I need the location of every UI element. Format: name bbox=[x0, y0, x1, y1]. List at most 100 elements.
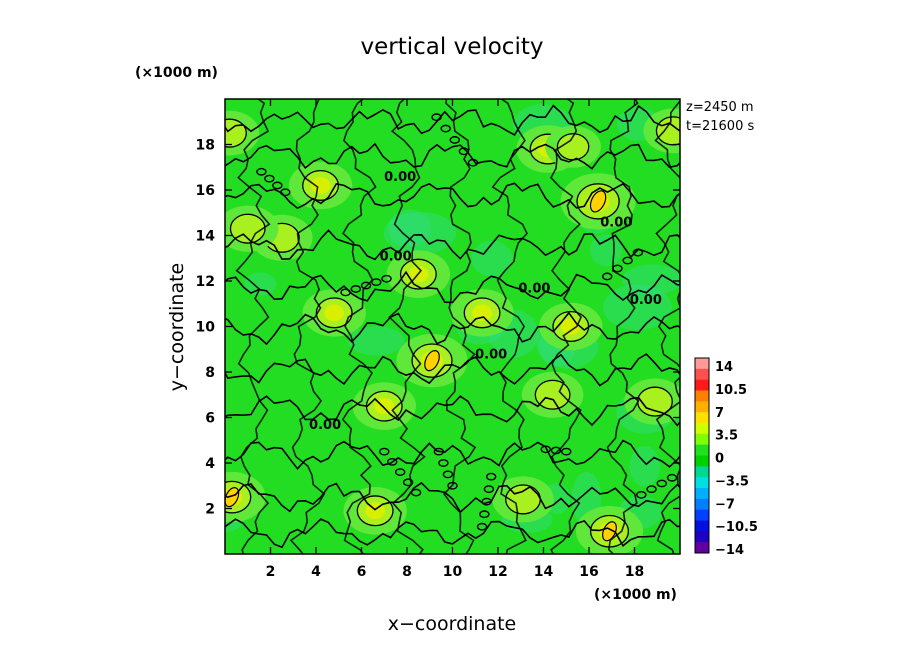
colorbar-swatch bbox=[695, 444, 709, 456]
updraft-feature bbox=[539, 302, 603, 351]
contour-loop bbox=[433, 447, 445, 456]
zero-contour bbox=[225, 518, 680, 549]
small-contour-loops bbox=[256, 113, 678, 531]
contour-loop bbox=[256, 167, 267, 176]
x-tick-label: 12 bbox=[488, 564, 507, 580]
contour-label: 0.00 bbox=[475, 347, 507, 362]
zero-contour bbox=[341, 99, 377, 554]
feature-core bbox=[324, 304, 345, 322]
zero-contour bbox=[443, 99, 477, 554]
x-tick-label: 16 bbox=[579, 564, 598, 580]
downdraft-patch bbox=[629, 446, 660, 487]
zero-contour bbox=[225, 395, 680, 427]
zero-contour bbox=[225, 481, 680, 514]
zero-contour bbox=[606, 99, 640, 554]
y-tick-label: 18 bbox=[196, 138, 215, 154]
colorbar-label: −7 bbox=[715, 497, 735, 512]
colorbar-swatch bbox=[695, 368, 709, 381]
zero-contour bbox=[550, 99, 583, 554]
updraft-feature bbox=[575, 506, 644, 554]
x-axis-label: x−coordinate bbox=[388, 613, 517, 635]
downdraft-patch bbox=[348, 326, 405, 356]
contour-label: 0.00 bbox=[384, 170, 416, 185]
feature-core bbox=[310, 177, 331, 194]
zero-contour bbox=[491, 99, 528, 554]
colorbar-swatch bbox=[695, 531, 709, 543]
contour-loop bbox=[272, 181, 283, 190]
zero-contour bbox=[289, 99, 326, 554]
contour-loop bbox=[387, 457, 398, 466]
colorbar-swatch bbox=[695, 412, 709, 424]
contour-loop bbox=[636, 490, 647, 499]
colorbar-swatch bbox=[695, 466, 709, 478]
y-tick-label: 14 bbox=[196, 229, 216, 245]
y-tick-label: 2 bbox=[205, 502, 215, 518]
contour-label: 0.00 bbox=[309, 418, 341, 433]
colorbar-swatch bbox=[695, 379, 709, 391]
y-tick-label: 16 bbox=[196, 183, 215, 199]
y-tick-label: 6 bbox=[205, 411, 215, 427]
x-axis-unit: (×1000 m) bbox=[594, 587, 677, 603]
contour-loop bbox=[410, 488, 422, 497]
contour-loop bbox=[458, 147, 470, 156]
contour-loop bbox=[431, 113, 442, 122]
downdraft-patch bbox=[622, 264, 680, 295]
contour-label: 0.00 bbox=[630, 293, 662, 308]
contour-loop bbox=[602, 272, 613, 281]
y-axis-ticks: 2 4 6 8 10 12 14 16 18 bbox=[196, 138, 680, 518]
contour-loop bbox=[622, 256, 633, 265]
zero-contour bbox=[654, 99, 680, 554]
colorbar-swatch bbox=[695, 423, 709, 435]
colorbar-swatch bbox=[695, 477, 709, 489]
zero-contour bbox=[225, 270, 680, 304]
zero-contour bbox=[225, 311, 680, 346]
y-tick-label: 8 bbox=[205, 365, 215, 381]
feature-peak bbox=[589, 190, 607, 213]
colorbar-label: 14 bbox=[715, 360, 733, 375]
colorbar: 14 10.5 7 3.5 0 −3.5 −7 −10.5 −14 bbox=[694, 357, 758, 558]
contour-loop bbox=[561, 447, 572, 456]
updraft-feature bbox=[288, 161, 353, 210]
zero-contour bbox=[225, 104, 680, 136]
contour-plot-area: 0.00 0.00 0.00 0.00 0.00 0.00 0.00 bbox=[225, 99, 680, 554]
feature-contour bbox=[534, 379, 571, 410]
contour-loop bbox=[340, 288, 351, 297]
contour-loop bbox=[402, 478, 414, 487]
contour-loop bbox=[481, 497, 492, 506]
zero-contour bbox=[388, 99, 426, 554]
downdraft-patch bbox=[244, 272, 277, 296]
contour-loop bbox=[350, 285, 362, 293]
updraft-feature bbox=[343, 487, 407, 535]
contour-label: 0.00 bbox=[600, 215, 632, 230]
colorbar-label: 0 bbox=[715, 452, 724, 467]
x-tick-label: 18 bbox=[625, 564, 644, 580]
contour-loop bbox=[550, 446, 562, 455]
x-tick-label: 10 bbox=[443, 564, 463, 580]
contour-loop bbox=[476, 522, 488, 531]
contour-loop bbox=[442, 470, 454, 479]
colorbar-label: −10.5 bbox=[715, 520, 758, 535]
y-tick-label: 4 bbox=[205, 456, 215, 472]
colorbar-label: −3.5 bbox=[715, 474, 749, 489]
colorbar-swatch bbox=[695, 488, 709, 500]
contour-loop bbox=[479, 510, 490, 519]
updraft-features bbox=[225, 108, 680, 554]
updraft-feature bbox=[225, 205, 279, 252]
colorbar-label: −14 bbox=[715, 543, 744, 558]
downdraft-patch bbox=[388, 209, 432, 247]
contour-labels: 0.00 0.00 0.00 0.00 0.00 0.00 0.00 bbox=[309, 170, 662, 433]
y-tick-label: 10 bbox=[196, 320, 216, 336]
contour-label: 0.00 bbox=[518, 281, 550, 296]
contour-loop bbox=[449, 136, 460, 144]
info-time: t=21600 s bbox=[686, 119, 754, 134]
colorbar-swatch bbox=[695, 401, 709, 413]
contour-loop bbox=[381, 274, 392, 283]
contour-loop bbox=[612, 264, 623, 273]
y-tick-label: 12 bbox=[196, 274, 215, 290]
zero-contour bbox=[225, 439, 680, 470]
downdraft-patch bbox=[383, 212, 457, 255]
updraft-feature bbox=[225, 110, 260, 156]
contour-loop bbox=[646, 485, 657, 494]
contour-loop bbox=[632, 248, 644, 257]
